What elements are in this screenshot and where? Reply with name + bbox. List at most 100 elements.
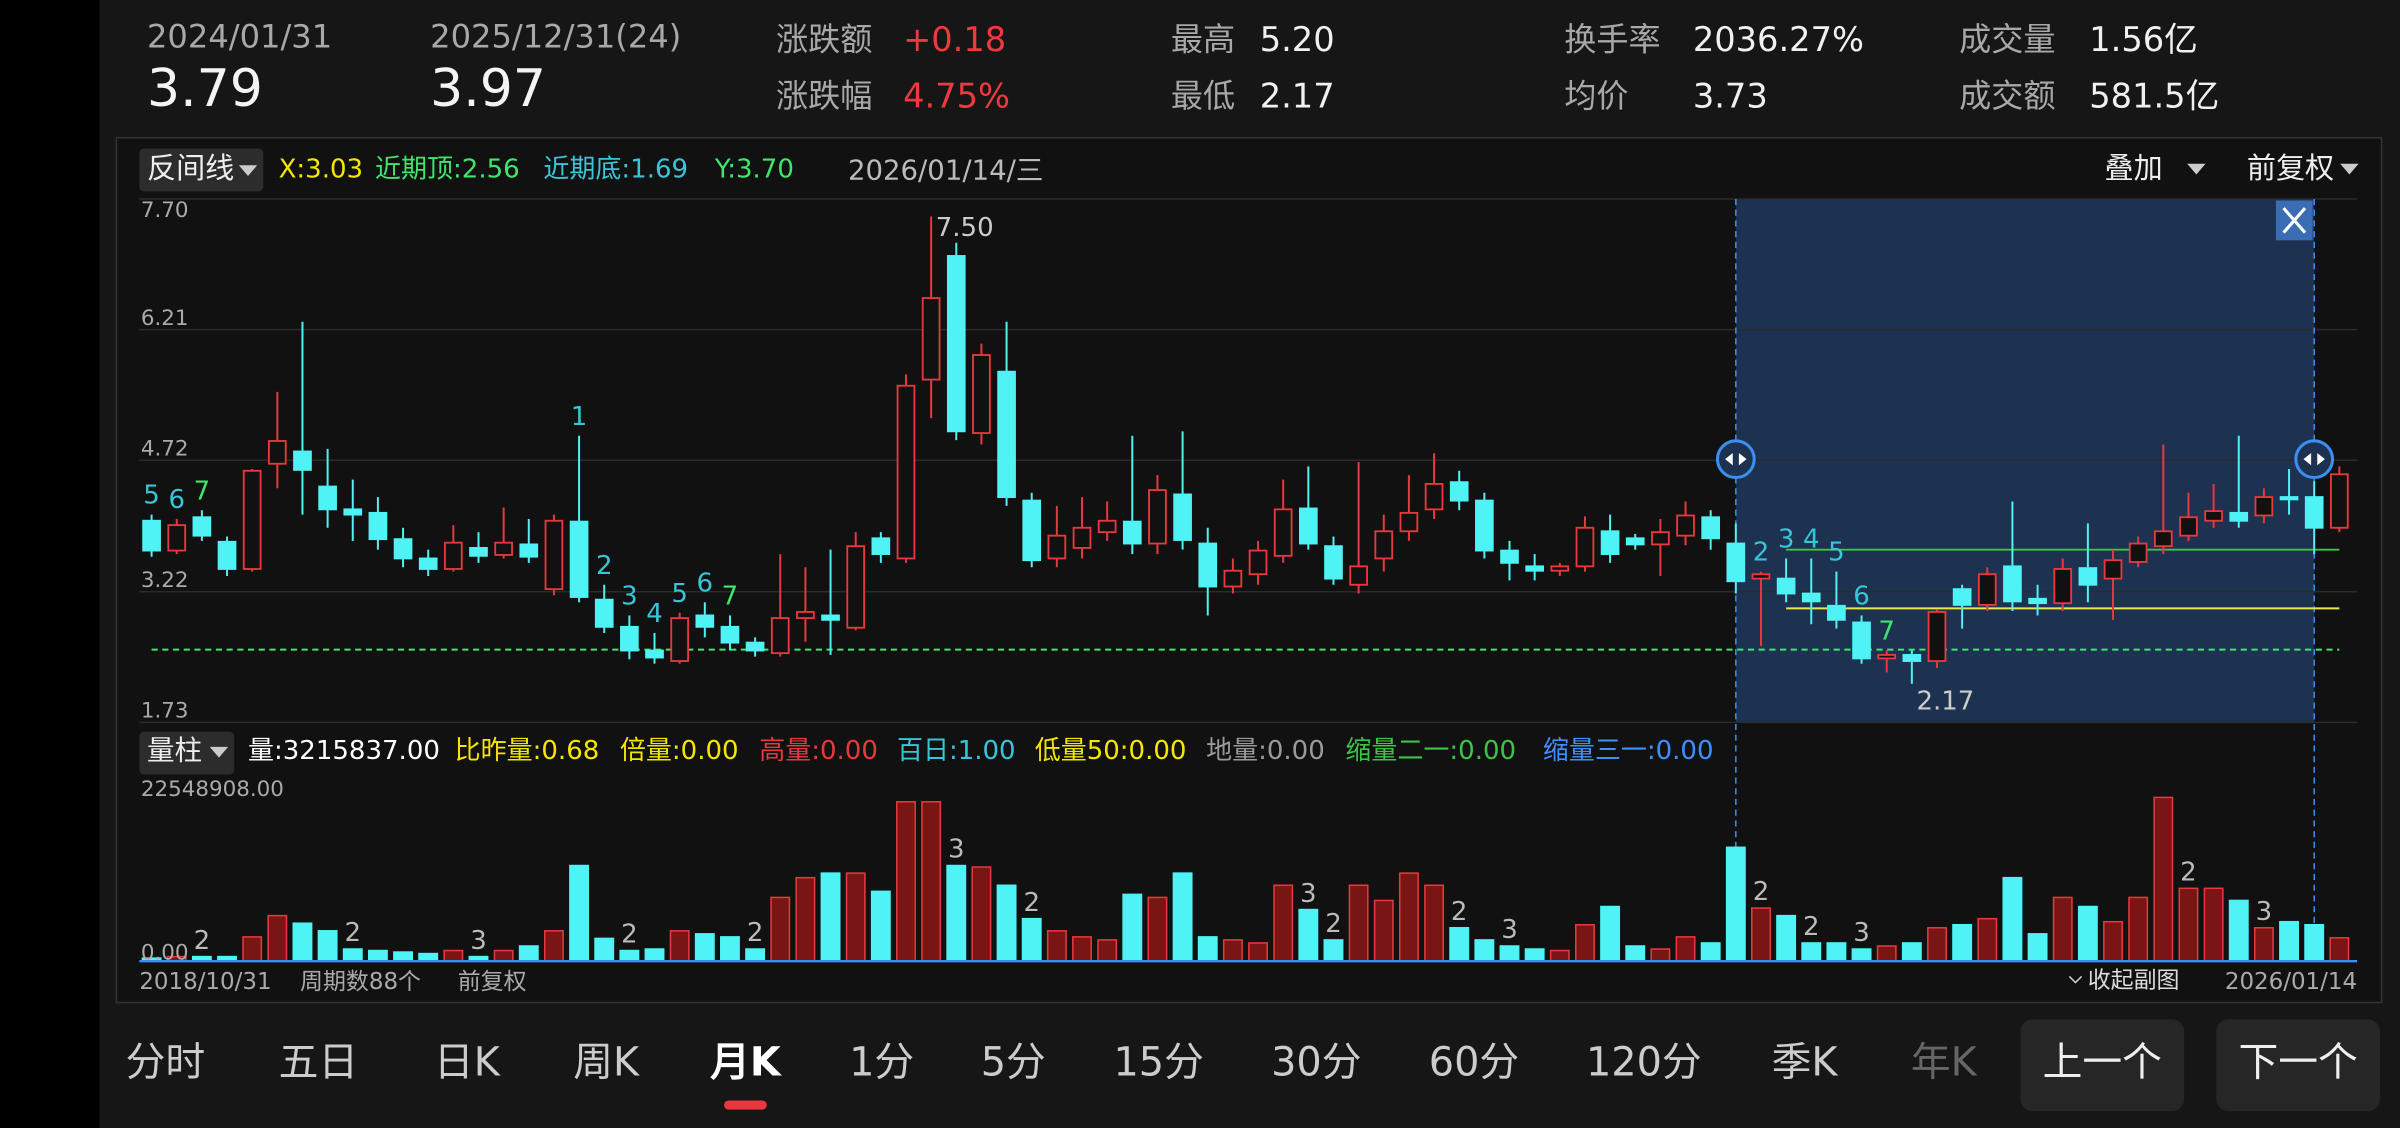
pct-label: 涨跌幅 — [776, 77, 872, 115]
volume-bar — [1675, 936, 1696, 962]
td-count: 7 — [1878, 617, 1895, 647]
td-count: 5 — [1828, 538, 1845, 568]
volume-bar — [1373, 899, 1394, 962]
amount: 581.5亿 — [2089, 76, 2219, 115]
tab[interactable]: 15分 — [1113, 1040, 1203, 1086]
candle-body — [821, 614, 840, 621]
indicator-select[interactable] — [139, 148, 264, 192]
pct: 4.75% — [903, 76, 1010, 115]
volume-bar — [1398, 872, 1419, 962]
candle-body — [1273, 508, 1293, 557]
price-b: 3.97 — [430, 59, 546, 119]
volume-bar — [845, 872, 866, 962]
volume-bar — [1725, 846, 1746, 962]
candle-body — [720, 625, 740, 644]
volume-indicator-name: 量柱 — [147, 734, 202, 766]
tab[interactable]: 年K — [1911, 1040, 1978, 1086]
candle-body — [695, 614, 715, 628]
high: 5.20 — [1260, 20, 1335, 59]
volume-bar — [1197, 936, 1218, 962]
volume-bar — [1524, 948, 1545, 962]
volume-indicator: 高量:0.00 — [759, 736, 878, 766]
nav-button[interactable] — [2020, 1019, 2185, 1112]
end-date: 2026/01/14 — [2225, 969, 2357, 995]
candle-body — [2128, 542, 2148, 563]
candle-body — [1701, 516, 1721, 540]
candle-body — [2304, 496, 2324, 529]
td-count: 4 — [1803, 525, 1820, 555]
volume-bar — [443, 949, 464, 962]
volume-bar — [267, 914, 288, 962]
volume-bar — [2228, 899, 2249, 962]
volume-count: 2 — [621, 920, 638, 950]
dropdown-arrow — [209, 746, 229, 758]
volume-bar — [1172, 872, 1193, 962]
volume-bar — [1072, 936, 1092, 962]
collapse[interactable]: 收起副图 — [2088, 968, 2180, 994]
dropdown-arrow — [2187, 163, 2206, 175]
change: +0.18 — [903, 20, 1006, 59]
volume-bar — [569, 864, 590, 962]
volume-count: 3 — [1300, 879, 1317, 909]
tab[interactable]: 60分 — [1429, 1040, 1519, 1086]
volume-bar — [342, 948, 363, 962]
volume-select[interactable] — [139, 731, 235, 775]
tab[interactable]: 月K — [710, 1040, 783, 1086]
volume-bar — [1549, 949, 1570, 962]
y-tick-label: 6.21 — [141, 306, 189, 331]
nav-button-label: 上一个 — [2043, 1040, 2162, 1086]
volume-bar — [1449, 927, 1470, 962]
y-value: Y:3.70 — [714, 154, 794, 184]
periods: 周期数88个 — [300, 969, 421, 995]
td-count: 2 — [596, 551, 613, 581]
volume-bar — [1424, 884, 1445, 962]
candle-body — [1977, 573, 1997, 606]
tab[interactable]: 120分 — [1586, 1040, 1702, 1086]
candle-body — [1148, 489, 1167, 545]
volume-bar — [946, 864, 967, 962]
close-icon — [2282, 207, 2307, 234]
tab[interactable]: 周K — [573, 1040, 640, 1086]
volume-count: 2 — [1023, 888, 1040, 918]
td-count: 5 — [671, 579, 688, 609]
tab[interactable]: 五日 — [279, 1040, 359, 1086]
drag-handle[interactable] — [2294, 439, 2335, 480]
candle-body — [519, 543, 539, 558]
overlay[interactable]: 叠加 — [2105, 151, 2163, 185]
volume-bar — [1876, 945, 1897, 962]
volume-bar — [518, 945, 539, 962]
candle-body — [1475, 499, 1494, 552]
volume-bar — [1147, 896, 1168, 962]
y-tick-label: 1.73 — [141, 699, 189, 724]
candle-body — [318, 485, 337, 511]
tab[interactable]: 5分 — [981, 1040, 1046, 1086]
change-label: 涨跌额 — [776, 20, 872, 58]
handle-icon — [1725, 453, 1747, 466]
start-date: 2018/10/31 — [139, 969, 271, 995]
tab[interactable]: 分时 — [126, 1040, 206, 1086]
tab-bar: 分时 五日 日K 周K 月K 1分 5分 15分 30分 60分 120分 季K 年K 上一个 下一个 — [126, 1019, 2381, 1112]
volume-bar — [2304, 923, 2325, 962]
tab[interactable]: 1分 — [849, 1040, 914, 1086]
tab[interactable]: 日K — [434, 1040, 501, 1086]
volume-count: 2 — [747, 918, 764, 948]
nav-button-label: 下一个 — [2238, 1040, 2357, 1086]
volume-bar — [1574, 923, 1595, 962]
volume-bar — [1851, 948, 1872, 962]
nav-button[interactable] — [2216, 1019, 2381, 1112]
tab[interactable]: 30分 — [1271, 1040, 1361, 1086]
volume-bar — [1751, 907, 1771, 962]
turnover: 2036.27% — [1693, 20, 1864, 59]
volume-bar — [1474, 939, 1495, 962]
tab[interactable]: 季K — [1772, 1040, 1839, 1086]
candle-body — [192, 516, 212, 537]
volume-bar — [317, 930, 338, 962]
drag-handle[interactable] — [1715, 439, 1756, 480]
adjust[interactable]: 前复权 — [2247, 151, 2334, 185]
candle-body — [1424, 483, 1444, 511]
volume-count: 3 — [470, 926, 487, 956]
td-count: 1 — [571, 402, 588, 432]
active-tab-indicator — [724, 1100, 767, 1110]
td-count: 7 — [194, 476, 211, 506]
candle-body — [594, 598, 614, 628]
